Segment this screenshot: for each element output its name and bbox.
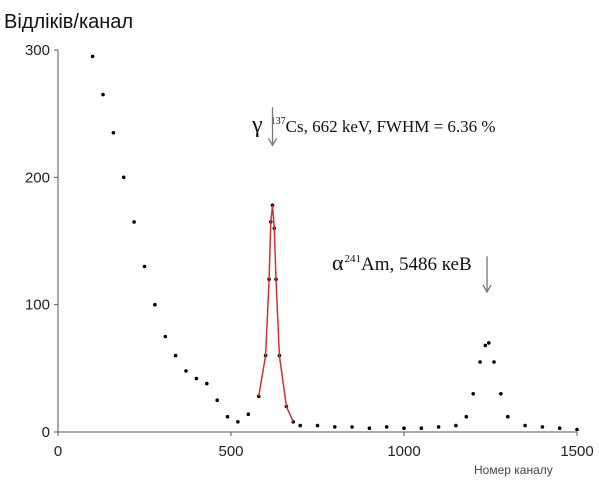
data-points — [90, 54, 579, 432]
isotope-mass-number: 241 — [345, 253, 362, 265]
data-point — [101, 92, 105, 97]
x-axis-label: Номер каналу — [474, 463, 553, 477]
data-point — [111, 131, 116, 135]
data-point — [454, 423, 458, 428]
data-point — [464, 414, 469, 419]
data-point — [557, 426, 562, 431]
data-point — [142, 264, 147, 269]
x-tick-label: 500 — [218, 443, 243, 460]
data-point — [298, 423, 303, 428]
data-point — [367, 426, 372, 431]
data-point — [506, 414, 510, 419]
data-point — [471, 392, 476, 396]
particle-symbol: γ — [251, 112, 263, 138]
data-point — [492, 360, 496, 364]
data-point — [487, 341, 491, 345]
data-point — [153, 302, 157, 307]
axes — [54, 49, 578, 436]
peak-description: Am, 5486 кеВ — [361, 254, 472, 275]
data-point — [225, 414, 230, 419]
y-tick-label: 200 — [25, 169, 50, 186]
peak-arrow-head — [482, 284, 492, 294]
data-point — [184, 369, 188, 373]
data-point — [350, 425, 354, 429]
y-tick-label: 300 — [25, 42, 50, 59]
x-tick-label: 1000 — [387, 443, 420, 460]
data-point — [499, 392, 503, 396]
data-point — [246, 412, 251, 417]
data-point — [315, 423, 320, 428]
tick-labels: 0 500 1000 1500 0 100 200 300 — [25, 42, 594, 460]
data-point — [205, 381, 209, 386]
y-axis-label: Відліків/канал — [4, 11, 133, 33]
data-point — [333, 425, 337, 429]
y-tick-label: 100 — [25, 297, 50, 314]
peak-arrow-head — [267, 138, 278, 147]
peak-label-gamma-cs137: γ 137Cs, 662 keV, FWHM = 6.36 % — [251, 112, 496, 138]
x-tick-label: 1500 — [560, 443, 593, 460]
data-point — [215, 398, 219, 403]
y-tick-label: 0 — [42, 424, 50, 441]
data-point — [121, 175, 126, 180]
data-point — [478, 360, 482, 364]
peak-label-alpha-am241: α241Am, 5486 кеВ — [332, 250, 472, 275]
peak-description: Cs, 662 keV, FWHM = 6.36 % — [286, 117, 496, 136]
data-point — [540, 425, 545, 429]
data-point — [575, 427, 579, 432]
data-point — [402, 426, 406, 431]
isotope-mass-number: 137 — [271, 116, 286, 127]
data-point — [436, 425, 441, 429]
gamma-peak-fit-line — [257, 205, 294, 423]
data-point — [173, 353, 178, 358]
data-point — [90, 54, 95, 59]
data-point — [419, 426, 424, 431]
data-point — [132, 220, 136, 224]
data-point — [236, 420, 240, 424]
data-point — [483, 343, 488, 348]
particle-symbol: α — [332, 250, 344, 275]
x-tick-label: 0 — [54, 443, 62, 460]
data-point — [523, 423, 527, 428]
data-point — [163, 334, 168, 339]
data-point — [194, 376, 199, 381]
peak-annotations: γ 137Cs, 662 keV, FWHM = 6.36 % α241Am, 54… — [251, 107, 496, 294]
data-point — [384, 425, 389, 429]
